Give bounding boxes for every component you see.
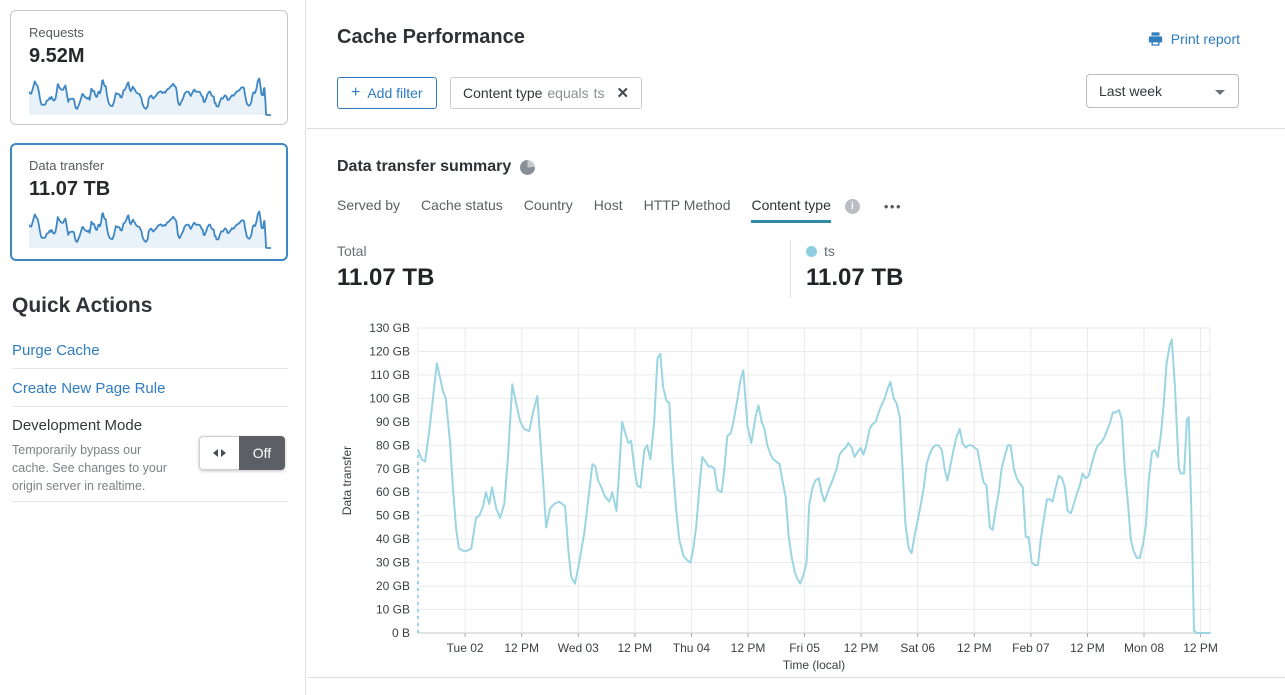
requests-metric-card[interactable]: Requests 9.52M: [10, 10, 288, 125]
svg-text:10 GB: 10 GB: [376, 603, 410, 617]
purge-cache-link[interactable]: Purge Cache: [12, 342, 100, 359]
arrow-left-icon: [213, 449, 218, 457]
time-range-select[interactable]: Last week: [1086, 74, 1239, 108]
svg-text:60 GB: 60 GB: [376, 485, 410, 499]
svg-text:120 GB: 120 GB: [369, 344, 410, 358]
svg-text:12 PM: 12 PM: [504, 641, 539, 655]
filter-chip[interactable]: Content type equals ts ✕: [450, 77, 643, 109]
main-panel: Cache Performance Print report + Add fil…: [307, 0, 1285, 695]
tab-country[interactable]: Country: [523, 197, 573, 213]
summary-title: Data transfer summary: [337, 158, 512, 175]
sidebar: Requests 9.52M Data transfer 11.07 TB Qu…: [0, 0, 306, 695]
svg-text:Fri 05: Fri 05: [789, 641, 820, 655]
divider: [307, 128, 1285, 129]
svg-text:Sat 06: Sat 06: [900, 641, 935, 655]
svg-text:50 GB: 50 GB: [376, 509, 410, 523]
series-legend: ts: [806, 243, 835, 259]
svg-text:12 PM: 12 PM: [731, 641, 766, 655]
add-filter-label: Add filter: [367, 85, 423, 101]
development-mode-title: Development Mode: [12, 417, 143, 434]
svg-text:12 PM: 12 PM: [1070, 641, 1105, 655]
svg-text:40 GB: 40 GB: [376, 532, 410, 546]
svg-text:80 GB: 80 GB: [376, 438, 410, 452]
toggle-arrows-icon: [199, 436, 239, 470]
svg-text:Data transfer: Data transfer: [340, 446, 354, 515]
info-icon[interactable]: i: [844, 198, 860, 214]
svg-text:0 B: 0 B: [392, 626, 410, 640]
svg-text:12 PM: 12 PM: [1183, 641, 1218, 655]
create-page-rule-link[interactable]: Create New Page Rule: [12, 380, 166, 397]
total-value: 11.07 TB: [337, 264, 435, 291]
svg-text:20 GB: 20 GB: [376, 579, 410, 593]
tab-http-method[interactable]: HTTP Method: [643, 197, 731, 213]
filter-operator: equals: [547, 85, 589, 101]
divider: [307, 677, 1285, 678]
svg-text:Feb 07: Feb 07: [1012, 641, 1050, 655]
svg-text:Mon 08: Mon 08: [1124, 641, 1164, 655]
data-transfer-sparkline: [29, 210, 271, 249]
series-value: 11.07 TB: [806, 264, 904, 291]
tab-served-by[interactable]: Served by: [337, 197, 401, 213]
plus-icon: +: [351, 84, 361, 101]
series-name: ts: [824, 243, 835, 259]
data-transfer-value: 11.07 TB: [29, 178, 111, 200]
tab-host[interactable]: Host: [593, 197, 623, 213]
main-chart-svg: 0 B 10 GB 20 GB 30 GB 40 GB 50 GB 60 GB 70 GB 80…: [340, 321, 1218, 672]
svg-text:Tue 02: Tue 02: [447, 641, 484, 655]
divider: [790, 240, 791, 298]
time-range-value: Last week: [1099, 83, 1163, 99]
svg-text:110 GB: 110 GB: [370, 368, 410, 382]
chevron-down-icon: [1215, 90, 1225, 100]
requests-sparkline: [29, 77, 271, 116]
svg-text:12 PM: 12 PM: [618, 641, 653, 655]
divider: [12, 501, 288, 502]
svg-text:30 GB: 30 GB: [376, 556, 410, 570]
requests-label: Requests: [29, 25, 84, 40]
data-transfer-label: Data transfer: [29, 158, 105, 173]
svg-text:100 GB: 100 GB: [369, 391, 410, 405]
summary-title-row: Data transfer summary: [337, 158, 536, 176]
page-title: Cache Performance: [337, 26, 525, 48]
data-transfer-metric-card[interactable]: Data transfer 11.07 TB: [10, 143, 288, 261]
svg-text:Wed 03: Wed 03: [558, 641, 599, 655]
divider: [12, 406, 288, 407]
tab-content-type[interactable]: Content type: [751, 197, 831, 223]
svg-text:12 PM: 12 PM: [844, 641, 879, 655]
requests-value: 9.52M: [29, 45, 85, 67]
divider: [12, 368, 288, 369]
svg-text:Time (local): Time (local): [783, 658, 845, 672]
more-tabs-icon[interactable]: •••: [883, 198, 903, 214]
svg-text:70 GB: 70 GB: [376, 462, 410, 476]
svg-text:Thu 04: Thu 04: [673, 641, 711, 655]
svg-text:90 GB: 90 GB: [376, 415, 410, 429]
svg-text:130 GB: 130 GB: [369, 321, 410, 335]
print-report-label: Print report: [1170, 31, 1240, 47]
filter-value: ts: [593, 85, 605, 101]
quick-actions-title: Quick Actions: [12, 294, 153, 317]
print-report-button[interactable]: Print report: [1147, 31, 1240, 47]
filter-field: Content type: [463, 85, 543, 101]
data-transfer-chart: 0 B 10 GB 20 GB 30 GB 40 GB 50 GB 60 GB 70 GB 80…: [331, 318, 1227, 675]
svg-text:12 PM: 12 PM: [957, 641, 992, 655]
toggle-state-label: Off: [239, 436, 285, 470]
development-mode-toggle[interactable]: Off: [199, 436, 285, 470]
close-icon[interactable]: ✕: [616, 85, 630, 102]
series-dot-icon: [806, 245, 817, 257]
summary-tabs: Served by Cache status Country Host HTTP…: [337, 197, 902, 223]
add-filter-button[interactable]: + Add filter: [337, 77, 437, 109]
tab-cache-status[interactable]: Cache status: [421, 197, 503, 213]
development-mode-description: Temporarily bypass our cache. See change…: [12, 443, 167, 493]
total-label: Total: [337, 243, 367, 259]
pie-chart-icon: [520, 159, 536, 175]
printer-icon: [1148, 32, 1162, 46]
arrow-right-icon: [221, 449, 226, 457]
